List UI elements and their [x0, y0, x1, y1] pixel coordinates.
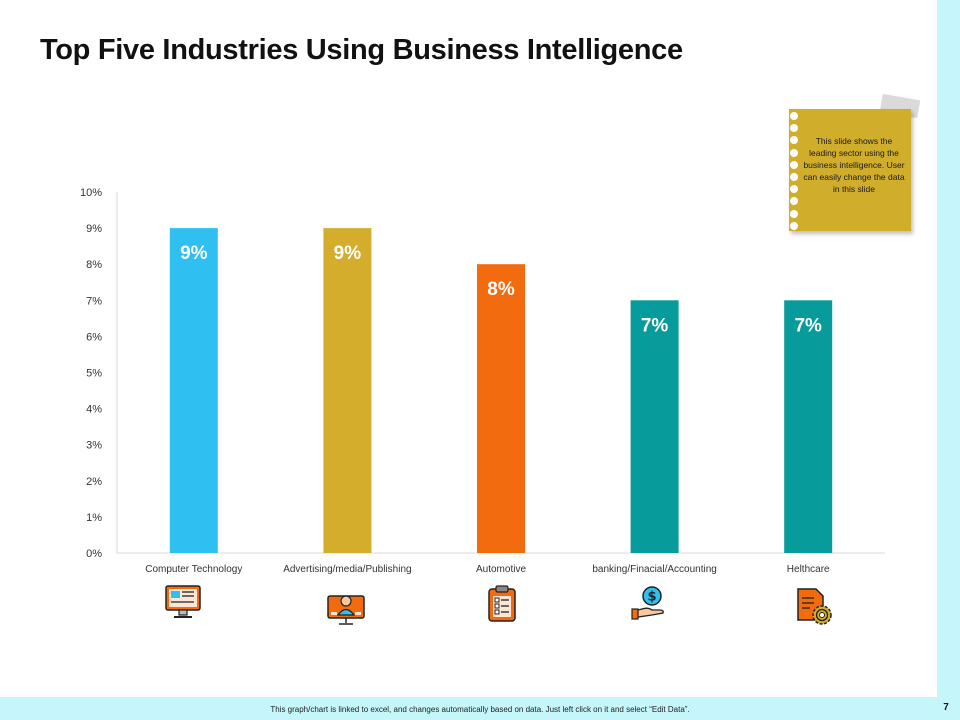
data-label: 8% [487, 279, 515, 300]
bar [477, 264, 525, 553]
x-tick-label: banking/Finacial/Accounting [592, 564, 717, 575]
x-tick-label: Automotive [476, 564, 526, 575]
data-label: 9% [180, 243, 208, 264]
y-tick-label: 0% [86, 548, 102, 560]
slide-title: Top Five Industries Using Business Intel… [40, 34, 683, 66]
bar [630, 300, 679, 553]
y-tick-label: 9% [86, 223, 102, 235]
right-accent-strip [937, 0, 960, 720]
y-tick-label: 7% [86, 295, 102, 307]
bar [323, 228, 372, 553]
data-label: 9% [334, 243, 362, 264]
y-tick-label: 1% [86, 512, 102, 524]
clipboard-checklist-icon [488, 585, 516, 622]
y-tick-label: 10% [80, 187, 102, 199]
x-tick-label: Helthcare [787, 564, 830, 575]
bar-chart: 0% 1% 2% 3% 4% 5% 6% 7% 8% 9% 10% 9% Computer Techno… [80, 187, 885, 575]
computer-monitor-icon [165, 585, 201, 618]
sticky-note-text: This slide shows the leading sector usin… [803, 136, 905, 194]
sticky-note [789, 109, 911, 231]
presenter-screen-icon [327, 595, 365, 625]
y-tick-label: 3% [86, 440, 102, 452]
document-gear-icon [797, 588, 832, 625]
y-tick-label: 2% [86, 476, 102, 488]
y-tick-label: 8% [86, 259, 102, 271]
x-tick-label: Computer Technology [145, 564, 242, 575]
note-rings [790, 112, 800, 230]
x-tick-label: Advertising/media/Publishing [283, 564, 411, 575]
data-label: 7% [794, 315, 822, 336]
footer-note: This graph/chart is linked to excel, and… [270, 705, 690, 714]
y-tick-label: 6% [86, 331, 102, 343]
y-tick-label: 5% [86, 368, 102, 380]
bar [784, 300, 833, 553]
data-label: 7% [641, 315, 669, 336]
svg-text:$: $ [647, 590, 656, 605]
y-tick-label: 4% [86, 404, 102, 416]
page-number: 7 [943, 702, 949, 713]
bar [169, 228, 218, 553]
footer-bar [0, 697, 937, 720]
dollar-hand-icon: $ [631, 586, 664, 620]
